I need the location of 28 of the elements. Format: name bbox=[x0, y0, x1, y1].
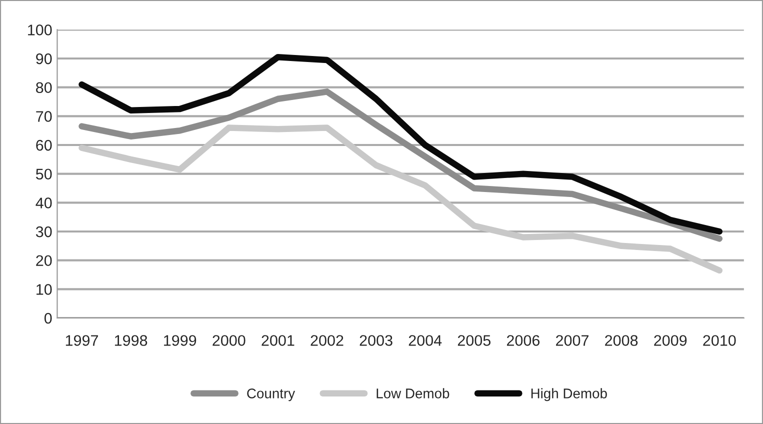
legend-label: High Demob bbox=[531, 388, 607, 402]
y-tick-label: 100 bbox=[28, 24, 52, 36]
x-tick-label: 2003 bbox=[360, 335, 392, 346]
x-tick-label: 2006 bbox=[506, 335, 540, 346]
x-tick-label: 2001 bbox=[262, 335, 294, 346]
y-tick-label: 10 bbox=[36, 284, 52, 295]
x-tick-label: 2004 bbox=[408, 335, 442, 346]
y-tick-label: 40 bbox=[36, 198, 52, 208]
x-tick-label: 1998 bbox=[114, 335, 148, 346]
x-tick-label: 2005 bbox=[458, 335, 491, 346]
x-tick-label: 2010 bbox=[703, 335, 736, 346]
x-tick-label: 2009 bbox=[654, 335, 687, 346]
y-tick-label: 60 bbox=[36, 140, 52, 151]
legend-label: Country bbox=[247, 388, 296, 402]
x-tick-label: 2000 bbox=[212, 335, 246, 346]
y-tick-label: 20 bbox=[36, 255, 52, 266]
x-tick-label: 2007 bbox=[556, 335, 588, 346]
x-tick-label: 1999 bbox=[164, 335, 196, 346]
y-tick-label: 90 bbox=[36, 53, 52, 64]
y-tick-label: 80 bbox=[36, 82, 52, 94]
y-tick-label: 30 bbox=[36, 226, 52, 238]
x-tick-label: 1997 bbox=[66, 335, 98, 346]
x-tick-label: 2008 bbox=[605, 335, 638, 346]
legend-label: Low Demob bbox=[376, 388, 450, 398]
y-tick-label: 0 bbox=[44, 312, 52, 324]
y-tick-label: 50 bbox=[36, 168, 52, 180]
y-tick-label: 70 bbox=[36, 111, 52, 122]
x-tick-label: 2002 bbox=[310, 335, 344, 346]
